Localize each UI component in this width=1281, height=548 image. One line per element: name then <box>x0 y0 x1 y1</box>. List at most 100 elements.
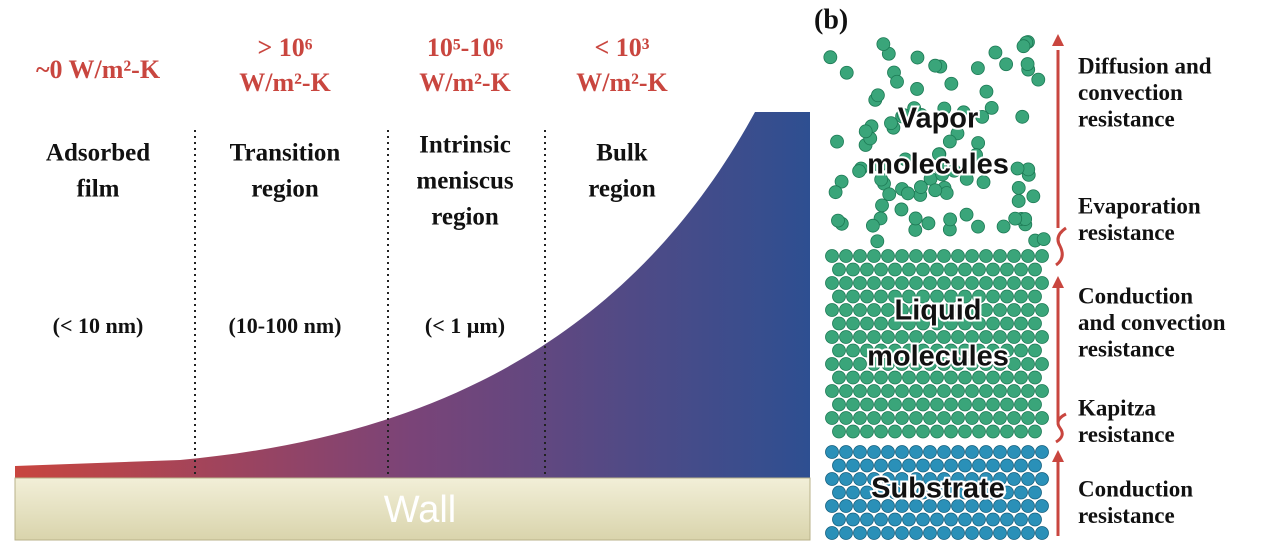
substrate-atom <box>938 527 951 540</box>
substrate-atom <box>875 459 888 472</box>
region-name: region <box>431 204 499 231</box>
liquid-molecule <box>903 398 916 411</box>
vapor-molecule <box>876 199 889 212</box>
liquid-molecule <box>973 398 986 411</box>
substrate-atom <box>882 527 895 540</box>
liquid-molecule <box>1008 304 1021 317</box>
substrate-atom <box>966 446 979 459</box>
substrate-atom <box>1036 527 1049 540</box>
liquid-molecule <box>1001 317 1014 330</box>
liquid-molecule <box>854 385 867 398</box>
substrate-atom <box>854 527 867 540</box>
liquid-molecule <box>1008 331 1021 344</box>
heat-transfer-coefficient: W/m²-K <box>239 68 331 97</box>
liquid-molecule <box>945 398 958 411</box>
liquid-molecule <box>840 277 853 290</box>
arrowhead <box>1052 34 1064 46</box>
liquid-molecule <box>994 277 1007 290</box>
liquid-molecule <box>1036 358 1049 371</box>
liquid-molecule <box>896 412 909 425</box>
vapor-molecule <box>997 220 1010 233</box>
liquid-molecule <box>1029 344 1042 357</box>
liquid-molecule <box>938 277 951 290</box>
substrate-atom <box>903 513 916 526</box>
liquid-molecule <box>1008 358 1021 371</box>
substrate-atom <box>840 446 853 459</box>
substrate-atom <box>1001 513 1014 526</box>
substrate-atom <box>1022 527 1035 540</box>
liquid-molecule <box>861 371 874 384</box>
substrate-atom <box>1029 486 1042 499</box>
substrate-atom <box>910 527 923 540</box>
vapor-molecule <box>853 165 866 178</box>
layer-label: molecules <box>867 149 1009 181</box>
substrate-atom <box>1008 473 1021 486</box>
liquid-molecule <box>861 425 874 438</box>
substrate-atom <box>840 527 853 540</box>
liquid-molecule <box>1022 331 1035 344</box>
substrate-atom <box>910 446 923 459</box>
resistance-arrows <box>1052 34 1066 536</box>
liquid-molecule <box>833 398 846 411</box>
resistance-label: Diffusion and <box>1078 53 1212 78</box>
vapor-molecule <box>1012 181 1025 194</box>
region-thickness: (< 1 µm) <box>425 313 505 338</box>
substrate-atom <box>861 513 874 526</box>
resistance-label: Kapitza <box>1078 395 1156 420</box>
substrate-atom <box>980 527 993 540</box>
liquid-molecule <box>1036 331 1049 344</box>
substrate-atom <box>854 473 867 486</box>
liquid-molecule <box>931 425 944 438</box>
liquid-molecule <box>889 398 902 411</box>
liquid-molecule <box>826 385 839 398</box>
substrate-atom <box>847 459 860 472</box>
substrate-atom <box>868 446 881 459</box>
vapor-molecule <box>871 89 884 102</box>
liquid-molecule <box>875 425 888 438</box>
resistance-label: resistance <box>1078 503 1175 528</box>
liquid-molecule <box>833 317 846 330</box>
liquid-molecule <box>917 371 930 384</box>
resistance-label: resistance <box>1078 220 1175 245</box>
vapor-molecule <box>1009 212 1022 225</box>
liquid-molecule <box>854 277 867 290</box>
heat-transfer-coefficient: 10⁵-10⁶ <box>427 33 503 62</box>
liquid-molecule <box>966 385 979 398</box>
liquid-molecule <box>1029 263 1042 276</box>
liquid-molecule <box>945 425 958 438</box>
substrate-atom <box>854 446 867 459</box>
liquid-molecule <box>1015 290 1028 303</box>
liquid-molecule <box>861 263 874 276</box>
liquid-molecule <box>896 250 909 263</box>
liquid-molecule <box>910 277 923 290</box>
region-name: Intrinsic <box>419 132 511 159</box>
liquid-molecule <box>1022 250 1035 263</box>
substrate-atom <box>1036 446 1049 459</box>
liquid-molecule <box>980 277 993 290</box>
liquid-molecule <box>938 412 951 425</box>
arrowhead <box>1052 450 1064 462</box>
liquid-molecule <box>840 304 853 317</box>
liquid-molecule <box>861 317 874 330</box>
heat-transfer-coefficient: W/m²-K <box>576 68 668 97</box>
liquid-molecule <box>1036 385 1049 398</box>
liquid-molecule <box>847 398 860 411</box>
liquid-molecule <box>1001 290 1014 303</box>
liquid-molecule <box>1029 371 1042 384</box>
vapor-molecule <box>1021 58 1034 71</box>
liquid-molecule <box>896 385 909 398</box>
substrate-atom <box>882 446 895 459</box>
vapor-molecule <box>909 212 922 225</box>
liquid-molecule <box>917 425 930 438</box>
heat-transfer-coefficient: ~0 W/m²-K <box>36 55 161 84</box>
liquid-molecule <box>1029 425 1042 438</box>
liquid-molecule <box>903 263 916 276</box>
substrate-atom <box>847 486 860 499</box>
liquid-molecule <box>1001 263 1014 276</box>
vapor-molecule <box>877 38 890 51</box>
substrate-atom <box>896 527 909 540</box>
vapor-molecule <box>972 220 985 233</box>
substrate-atom <box>938 446 951 459</box>
substrate-atom <box>861 459 874 472</box>
substrate-atom <box>889 459 902 472</box>
